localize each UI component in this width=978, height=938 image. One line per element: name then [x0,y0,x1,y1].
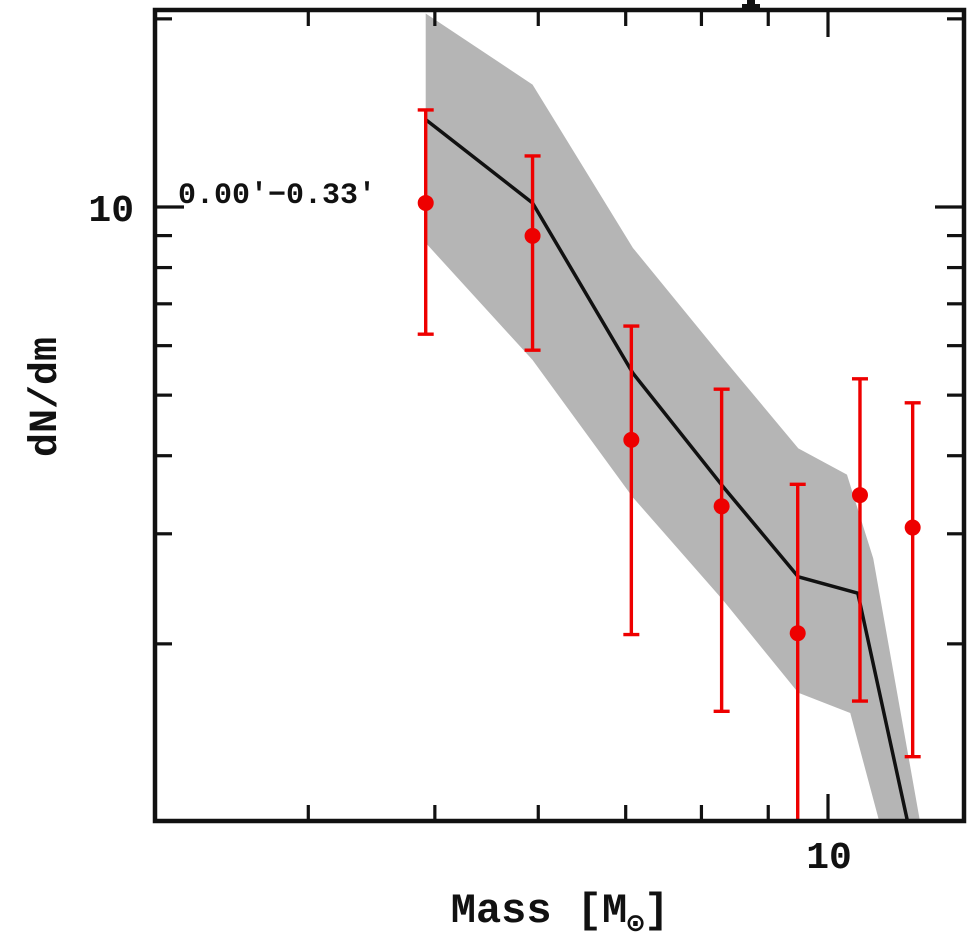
data-point [713,498,730,515]
data-point-group [789,482,806,819]
data-point [904,519,921,536]
x-axis-title: Mass [M⊙] [451,887,670,938]
data-point [417,194,434,211]
chart-layer [152,7,967,824]
plot-frame [152,7,967,824]
data-point-group [623,324,640,637]
x-axis-title-end: ] [644,887,669,935]
data-point [623,431,640,448]
solar-mass-symbol: ⊙ [627,910,644,938]
cropped-title-fragment [742,0,760,8]
y-axis-title: dN/dm [24,337,69,457]
data-point-group [417,108,434,336]
data-point-group [851,377,868,703]
x-axis-title-main: Mass [M [451,887,627,935]
data-point [789,625,806,642]
data-point-group [524,154,541,352]
data-point [851,487,868,504]
data-point-group [904,401,921,759]
aperture-range-annotation: 0.00'−0.33' [178,179,376,213]
plot-interior [417,13,921,819]
x-axis-tick-label: 10 [806,837,852,880]
y-axis-tick-label: 10 [88,190,134,233]
data-point-group [713,387,730,713]
data-point [524,227,541,244]
